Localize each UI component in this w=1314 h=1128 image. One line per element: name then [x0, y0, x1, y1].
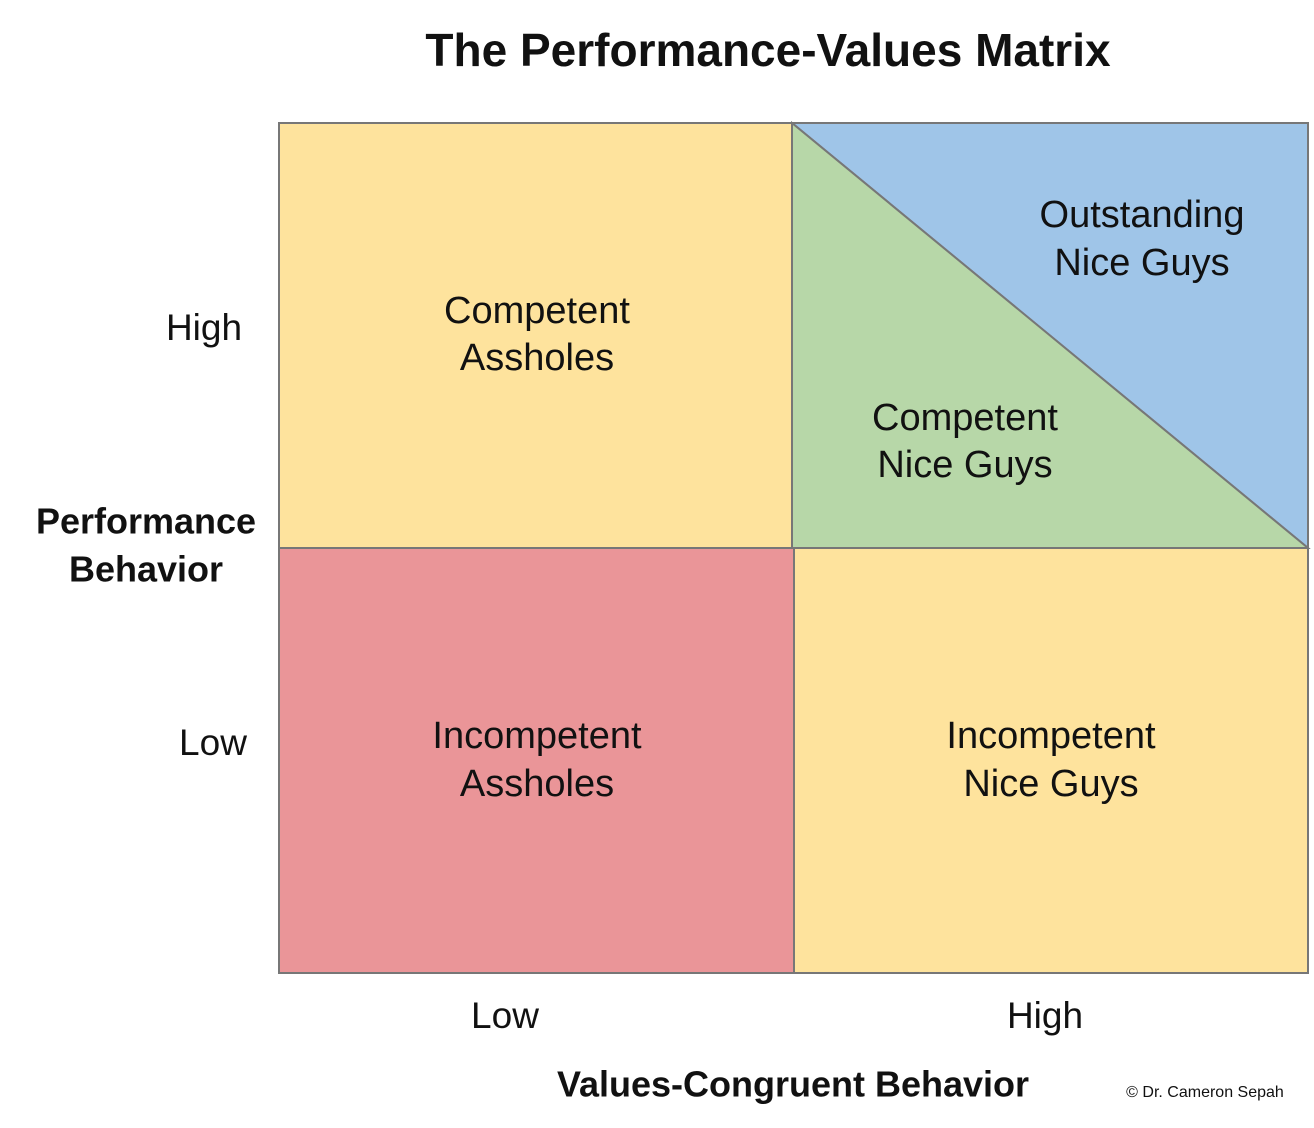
credit: © Dr. Cameron Sepah — [1126, 1084, 1284, 1101]
quadrant-label: Assholes — [460, 763, 614, 805]
y-tick-label: Low — [179, 722, 247, 763]
quadrant-label: Competent — [872, 397, 1058, 439]
y-axis-label: Behavior — [69, 549, 223, 590]
x-tick-label: High — [1007, 995, 1083, 1036]
quadrant-low-high — [793, 547, 1309, 974]
x-tick-label: Low — [471, 995, 539, 1036]
quadrant-label: Nice Guys — [877, 444, 1052, 486]
y-tick-label: High — [166, 307, 242, 348]
y-axis-label: Performance — [36, 501, 256, 542]
quadrant-label: Nice Guys — [963, 763, 1138, 805]
x-axis-label: Values-Congruent Behavior — [557, 1064, 1029, 1105]
quadrant-label: Incompetent — [946, 715, 1156, 757]
quadrant-label: Competent — [444, 290, 630, 332]
quadrant-label: Incompetent — [432, 715, 642, 757]
quadrant-label: Assholes — [460, 337, 614, 379]
quadrant-low-low — [278, 547, 795, 974]
quadrant-label: Outstanding — [1040, 194, 1245, 236]
quadrant-high-low — [278, 122, 793, 549]
title: The Performance-Values Matrix — [425, 24, 1111, 76]
quadrant-label: Nice Guys — [1054, 242, 1229, 284]
